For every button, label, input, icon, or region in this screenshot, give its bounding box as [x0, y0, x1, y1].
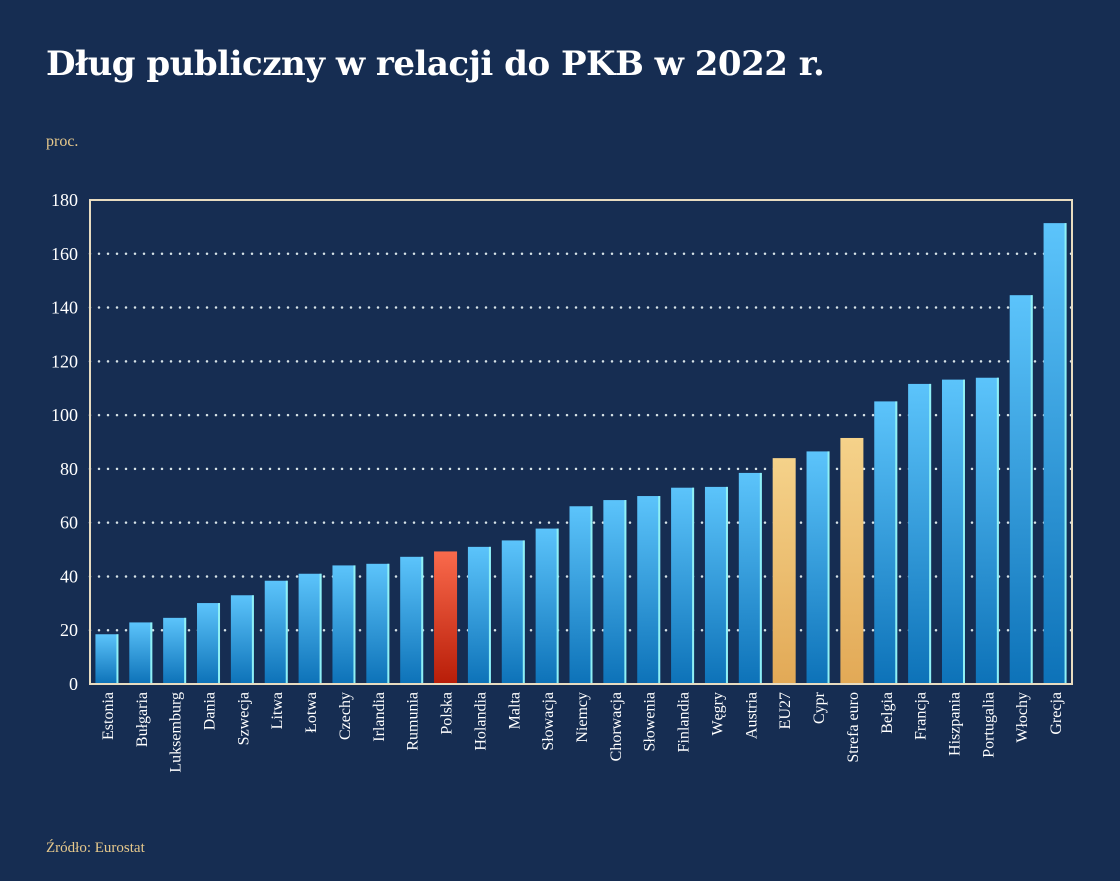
y-tick-label: 120	[51, 351, 78, 371]
bar-highlight-edge	[319, 573, 322, 684]
chart-title: Dług publiczny w relacji do PKB w 2022 r…	[46, 44, 825, 84]
x-category-label: Polska	[439, 692, 456, 735]
x-category-label: Belgia	[879, 692, 896, 734]
bar-Estonia	[95, 634, 119, 684]
bar-highlight-edge	[421, 556, 424, 684]
x-category-label: Bułgaria	[134, 692, 151, 747]
x-category-label: Irlandia	[371, 692, 388, 742]
bar-Francja	[908, 383, 932, 684]
bar-highlight-edge	[251, 595, 254, 684]
bar-highlight-edge	[962, 379, 965, 684]
bar-Grecja	[1043, 223, 1067, 684]
bar-Czechy	[332, 565, 356, 684]
y-tick-label: 160	[51, 244, 78, 264]
bar-Polska	[434, 551, 458, 684]
bar-highlight-edge	[658, 496, 661, 684]
bar-Malta	[501, 540, 525, 684]
bar-highlight-edge	[150, 622, 153, 684]
y-tick-label: 140	[51, 298, 78, 318]
x-category-label: Strefa euro	[845, 692, 862, 763]
bar-Rumunia	[400, 556, 424, 684]
bar-Słowacja	[535, 528, 559, 684]
bar-highlight-edge	[387, 563, 390, 684]
bar-Bułgaria	[129, 622, 153, 684]
bar-Niemcy	[569, 506, 593, 684]
bar-highlight-edge	[827, 451, 830, 684]
bar-Włochy	[1009, 295, 1033, 684]
x-category-label: Grecja	[1048, 692, 1065, 735]
y-tick-label: 80	[60, 459, 78, 479]
bar-highlight-edge	[556, 528, 559, 684]
bar-highlight-edge	[218, 603, 221, 684]
bar-highlight-edge	[759, 472, 762, 684]
y-tick-label: 60	[60, 513, 78, 533]
bar-highlight-edge	[996, 377, 999, 684]
bar-Łotwa	[298, 573, 322, 684]
bar-Dania	[197, 603, 221, 684]
x-category-label: Włochy	[1014, 692, 1031, 743]
x-category-label: Łotwa	[303, 692, 320, 733]
y-tick-label: 100	[51, 405, 78, 425]
x-category-label: Niemcy	[574, 692, 591, 743]
bar-Słowenia	[637, 496, 661, 684]
bar-highlight-edge	[285, 580, 288, 684]
x-category-label: Luksemburg	[168, 692, 185, 773]
bar-highlight-edge	[929, 383, 932, 684]
x-category-label: Hiszpania	[946, 692, 963, 756]
bar-Austria	[738, 472, 762, 684]
y-tick-label: 0	[69, 674, 78, 694]
bar-Belgia	[874, 401, 898, 684]
x-category-label: Słowenia	[642, 692, 659, 752]
x-category-label: Austria	[743, 692, 760, 739]
bar-highlight-edge	[725, 486, 728, 684]
bar-highlight-edge	[488, 546, 491, 684]
bar-Chorwacja	[603, 500, 627, 684]
x-category-label: Węgry	[709, 692, 726, 736]
bar-highlight-edge	[895, 401, 898, 684]
x-category-label: Chorwacja	[608, 692, 625, 761]
x-category-label: Szwecja	[235, 692, 252, 745]
y-axis-unit: proc.	[46, 133, 79, 150]
bar-Portugalia	[975, 377, 999, 684]
x-category-label: Dania	[202, 692, 219, 730]
x-category-label: Cypr	[811, 691, 828, 724]
bar-highlight-edge	[1030, 295, 1033, 684]
bar-Luksemburg	[163, 617, 187, 684]
bar-Irlandia	[366, 563, 390, 684]
bar-Holandia	[467, 546, 491, 684]
bar-Cypr	[806, 451, 830, 684]
bar-Litwa	[264, 580, 288, 684]
bar-Węgry	[704, 486, 728, 684]
bar-Hiszpania	[941, 379, 965, 684]
bar-highlight-edge	[692, 487, 695, 684]
bar-Finlandia	[671, 487, 695, 684]
x-category-label: Rumunia	[405, 692, 422, 751]
x-category-label: Portugalia	[980, 692, 997, 758]
x-category-label: Słowacja	[540, 692, 557, 751]
bar-highlight-edge	[624, 500, 627, 684]
y-tick-label: 40	[60, 566, 78, 586]
bar-highlight-edge	[116, 634, 119, 684]
bar-highlight-edge	[590, 506, 593, 684]
x-category-label: Estonia	[100, 692, 117, 740]
x-category-label: Holandia	[472, 692, 489, 751]
y-tick-label: 20	[60, 620, 78, 640]
x-category-label: Malta	[506, 692, 523, 729]
x-category-label: Finlandia	[676, 692, 693, 752]
source-note: Źródło: Eurostat	[46, 840, 145, 856]
y-tick-label: 180	[51, 190, 78, 210]
bar-Strefa euro	[840, 437, 864, 684]
bar-highlight-edge	[522, 540, 525, 684]
x-category-label: Czechy	[337, 692, 354, 740]
bar-highlight-edge	[353, 565, 356, 684]
x-category-label: Litwa	[269, 692, 286, 729]
x-category-label: Francja	[913, 692, 930, 740]
bar-Szwecja	[230, 595, 254, 684]
bar-highlight-edge	[184, 617, 187, 684]
plot-frame	[89, 199, 1073, 685]
bar-EU27	[772, 458, 796, 684]
x-category-label: EU27	[777, 692, 794, 729]
bar-highlight-edge	[1064, 223, 1067, 684]
